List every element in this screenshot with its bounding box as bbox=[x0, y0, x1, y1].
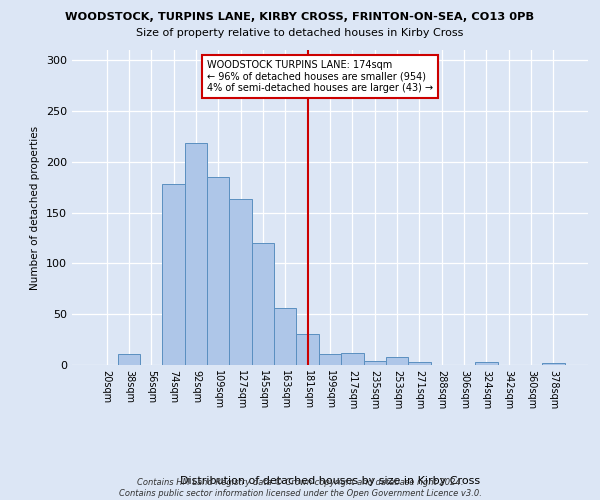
X-axis label: Distribution of detached houses by size in Kirby Cross: Distribution of detached houses by size … bbox=[180, 476, 480, 486]
Bar bbox=[542, 363, 565, 365]
Text: WOODSTOCK TURPINS LANE: 174sqm
← 96% of detached houses are smaller (954)
4% of : WOODSTOCK TURPINS LANE: 174sqm ← 96% of … bbox=[207, 60, 433, 94]
Bar bbox=[364, 361, 386, 365]
Bar bbox=[163, 184, 185, 365]
Text: Size of property relative to detached houses in Kirby Cross: Size of property relative to detached ho… bbox=[136, 28, 464, 38]
Bar bbox=[118, 354, 140, 365]
Text: Contains HM Land Registry data © Crown copyright and database right 2024.
Contai: Contains HM Land Registry data © Crown c… bbox=[119, 478, 481, 498]
Bar bbox=[185, 144, 207, 365]
Y-axis label: Number of detached properties: Number of detached properties bbox=[31, 126, 40, 290]
Bar bbox=[296, 334, 319, 365]
Bar bbox=[207, 177, 229, 365]
Bar bbox=[408, 362, 431, 365]
Bar bbox=[252, 243, 274, 365]
Bar bbox=[386, 357, 408, 365]
Bar bbox=[319, 354, 341, 365]
Bar bbox=[475, 362, 497, 365]
Bar bbox=[341, 353, 364, 365]
Bar bbox=[274, 308, 296, 365]
Bar bbox=[229, 200, 252, 365]
Text: WOODSTOCK, TURPINS LANE, KIRBY CROSS, FRINTON-ON-SEA, CO13 0PB: WOODSTOCK, TURPINS LANE, KIRBY CROSS, FR… bbox=[65, 12, 535, 22]
